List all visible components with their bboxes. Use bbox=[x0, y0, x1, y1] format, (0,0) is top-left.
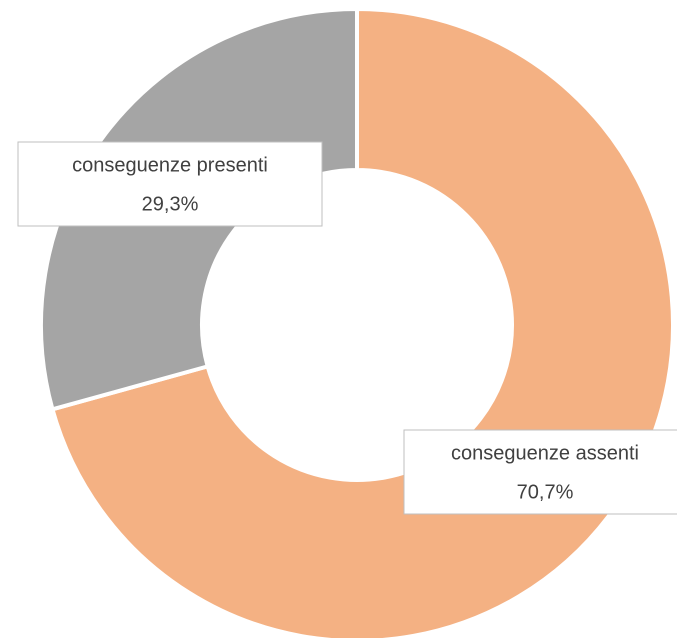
value-label: 29,3% bbox=[142, 193, 199, 215]
label-box bbox=[403, 429, 677, 515]
category-label: conseguenze presenti bbox=[72, 154, 268, 176]
category-label: conseguenze assenti bbox=[451, 442, 639, 464]
label-box bbox=[17, 141, 323, 227]
value-label: 70,7% bbox=[517, 481, 574, 503]
